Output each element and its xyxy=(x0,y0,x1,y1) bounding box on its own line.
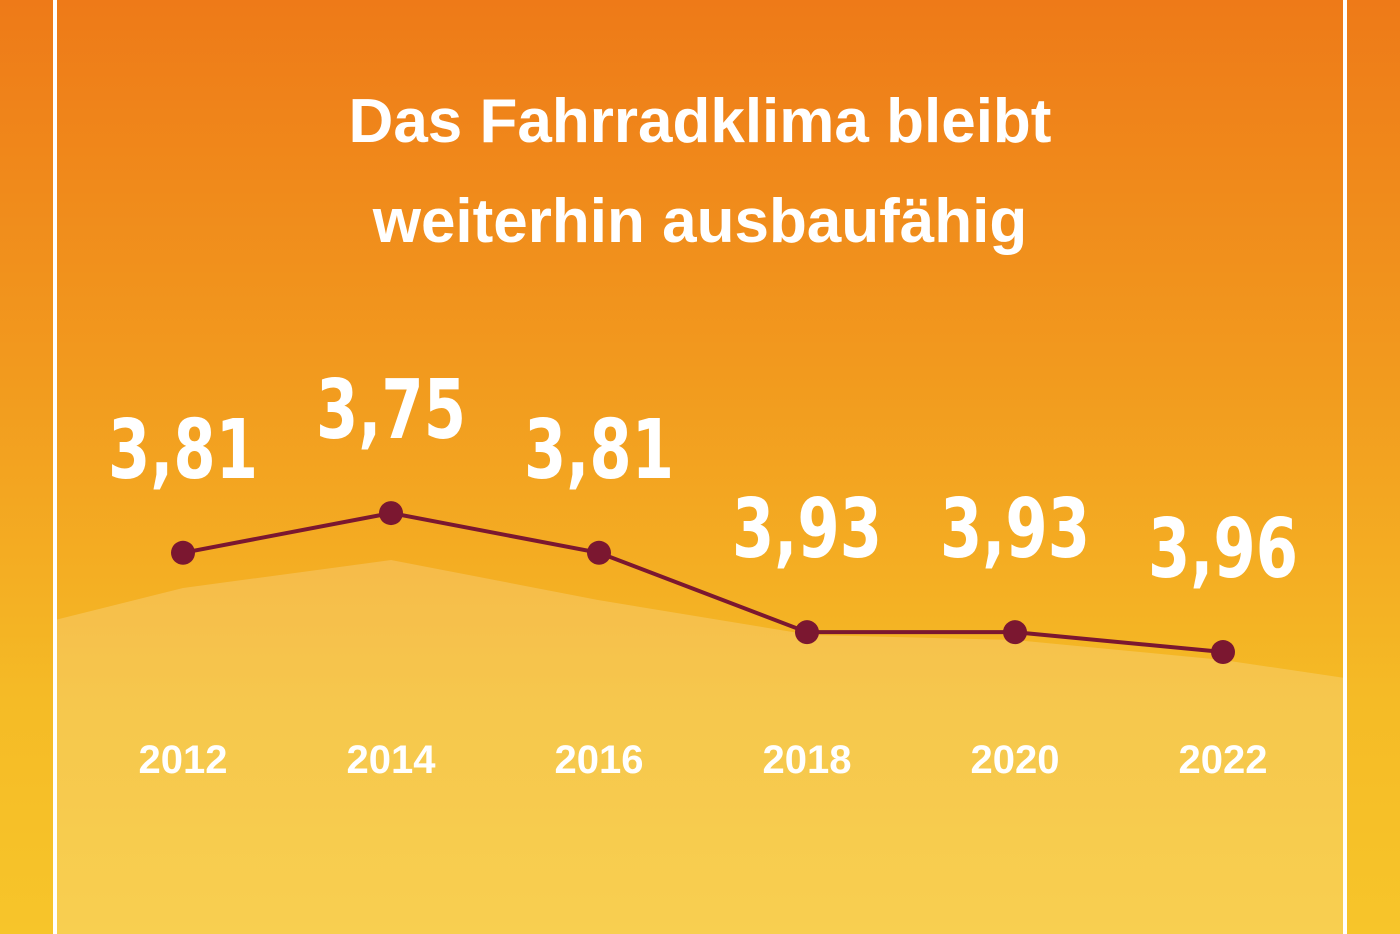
value-label: 3,96 xyxy=(1148,502,1298,597)
point xyxy=(587,540,611,565)
point xyxy=(795,620,819,645)
x-tick-label: 2018 xyxy=(763,738,852,782)
point xyxy=(171,540,195,565)
x-tick-label: 2020 xyxy=(971,738,1060,782)
value-label: 3,81 xyxy=(524,403,674,498)
area-decoration xyxy=(55,560,1345,934)
x-tick-label: 2022 xyxy=(1179,738,1268,782)
value-label: 3,93 xyxy=(940,482,1090,577)
point xyxy=(1003,620,1027,645)
value-label: 3,93 xyxy=(732,482,882,577)
point xyxy=(1211,640,1235,665)
line xyxy=(182,511,1224,655)
x-tick-label: 2014 xyxy=(347,738,437,782)
x-tick-label: 2016 xyxy=(555,738,644,782)
value-label: 3,75 xyxy=(316,363,466,458)
chart-title: Das Fahrradklima bleibt weiterhin ausbau… xyxy=(348,87,1052,256)
point xyxy=(379,501,403,526)
value-label: 3,81 xyxy=(108,403,258,498)
x-tick-label: 2012 xyxy=(139,738,228,782)
